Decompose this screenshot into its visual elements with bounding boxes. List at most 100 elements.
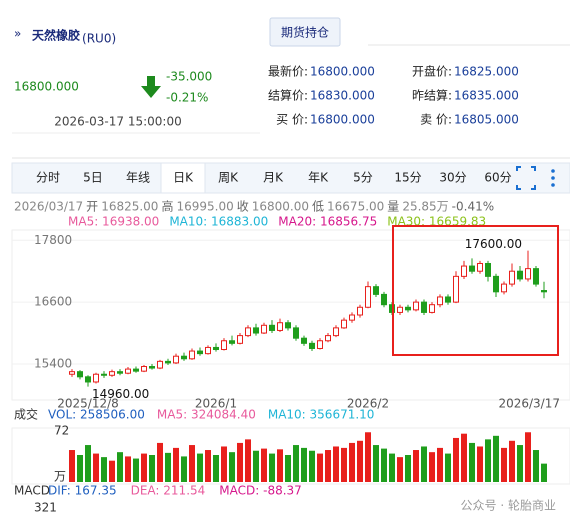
y-tick-label: 15400 xyxy=(34,356,72,370)
volume-bar xyxy=(461,433,467,482)
candle-body xyxy=(285,322,291,329)
field-value: 16800.000 xyxy=(310,113,375,127)
field-value: 16835.000 xyxy=(454,89,519,103)
volume-bar xyxy=(69,450,75,482)
down-arrow xyxy=(141,76,161,98)
tab[interactable]: 60分 xyxy=(484,171,511,185)
volume-bar xyxy=(93,453,99,482)
ohlc-item: 收 xyxy=(237,200,249,214)
volume-bar xyxy=(517,445,523,482)
candle-body xyxy=(101,373,107,376)
active-tab[interactable] xyxy=(160,162,206,194)
tab[interactable]: 日K xyxy=(173,171,194,185)
candle-body xyxy=(365,286,371,308)
tab[interactable]: 分时 xyxy=(36,171,60,185)
field-value: 16825.000 xyxy=(454,65,519,79)
volume-bar xyxy=(525,432,531,482)
candle-body xyxy=(413,301,419,311)
tab[interactable]: 15分 xyxy=(394,171,421,185)
candle-body xyxy=(221,340,227,351)
volume-bar xyxy=(485,439,491,482)
tab[interactable]: 30分 xyxy=(439,171,466,185)
tab[interactable]: 5日 xyxy=(83,171,103,185)
volume-legend: MA5: 324084.40 xyxy=(157,408,256,422)
candle-body xyxy=(349,314,355,321)
volume-panel xyxy=(11,427,570,485)
volume-bar xyxy=(165,452,171,482)
price-panel xyxy=(11,229,570,401)
more-icon[interactable] xyxy=(551,169,555,173)
x-tick-label: 2026/3/17 xyxy=(498,397,560,411)
ohlc-item: 25.85万 xyxy=(402,200,448,214)
candle-body xyxy=(485,262,491,277)
more-icon[interactable] xyxy=(551,183,555,187)
tab[interactable]: 年K xyxy=(308,171,329,185)
ohlc-item: -0.41% xyxy=(452,200,494,214)
change: -35.000 xyxy=(166,70,212,84)
button[interactable] xyxy=(269,17,341,47)
field-label: 昨结算: xyxy=(412,88,452,103)
candle-body xyxy=(133,368,139,372)
code: (RU0) xyxy=(82,32,116,46)
ohlc-item: 2026/03/17 xyxy=(14,200,83,214)
button-label[interactable]: 期货持仓 xyxy=(281,25,329,40)
field-value: 16800.000 xyxy=(310,65,375,79)
volume-bar xyxy=(397,457,403,482)
volume-bar xyxy=(325,450,331,482)
volume-bar xyxy=(373,445,379,482)
candle-body xyxy=(525,268,531,280)
candle-body xyxy=(237,335,243,344)
volume-bar xyxy=(253,450,259,482)
ohlc-item: 开 xyxy=(86,200,98,214)
tab[interactable]: 月K xyxy=(263,171,284,185)
candle-body xyxy=(245,327,251,337)
candle-body xyxy=(405,306,411,311)
candle-body xyxy=(229,340,235,344)
volume-bar xyxy=(197,453,203,482)
y-tick-label: 16600 xyxy=(34,295,72,309)
price: 16800.000 xyxy=(14,80,79,94)
candle-body xyxy=(85,376,91,383)
tab[interactable]: 周K xyxy=(218,171,239,185)
title-icon: » xyxy=(14,27,21,41)
volume-bar xyxy=(117,452,123,482)
candle-body xyxy=(157,360,163,369)
candle-body xyxy=(421,301,427,313)
volume-bar xyxy=(237,442,243,482)
ohlc-item: 高 xyxy=(161,199,173,214)
ma-legend: MA10: 16883.00 xyxy=(169,215,268,229)
volume-bar xyxy=(109,460,115,482)
fullscreen-icon[interactable] xyxy=(516,166,536,190)
volume-bar xyxy=(453,437,459,482)
volume-bar xyxy=(269,453,275,482)
candle-body xyxy=(165,360,171,364)
candle-body xyxy=(429,304,435,313)
candle-body xyxy=(293,327,299,339)
candle-body xyxy=(181,355,187,360)
candle-body xyxy=(317,340,323,349)
field-value: 16805.000 xyxy=(454,113,519,127)
tab[interactable]: 5分 xyxy=(353,171,373,185)
candle-body xyxy=(309,342,315,349)
macd-tick: 321 xyxy=(34,501,57,515)
volume-bar xyxy=(421,446,427,482)
tab[interactable]: 年线 xyxy=(126,171,150,185)
candle-body xyxy=(517,270,523,280)
volume-bar xyxy=(333,446,339,482)
title: 天然橡胶 xyxy=(32,28,80,43)
candle-body xyxy=(493,275,499,293)
tab-bar xyxy=(11,162,570,194)
field-label: 最新价: xyxy=(268,64,308,79)
candle-body xyxy=(253,327,259,334)
volume-bar xyxy=(277,449,283,482)
candle-body xyxy=(501,283,507,293)
volume-bar xyxy=(189,445,195,482)
candle-body xyxy=(397,306,403,313)
volume-bar xyxy=(349,442,355,482)
macd-legend: DEA: 211.54 xyxy=(131,484,206,498)
more-icon[interactable] xyxy=(551,176,555,180)
candle-body xyxy=(205,346,211,355)
volume-bar xyxy=(493,435,499,482)
candle-body xyxy=(69,371,75,375)
